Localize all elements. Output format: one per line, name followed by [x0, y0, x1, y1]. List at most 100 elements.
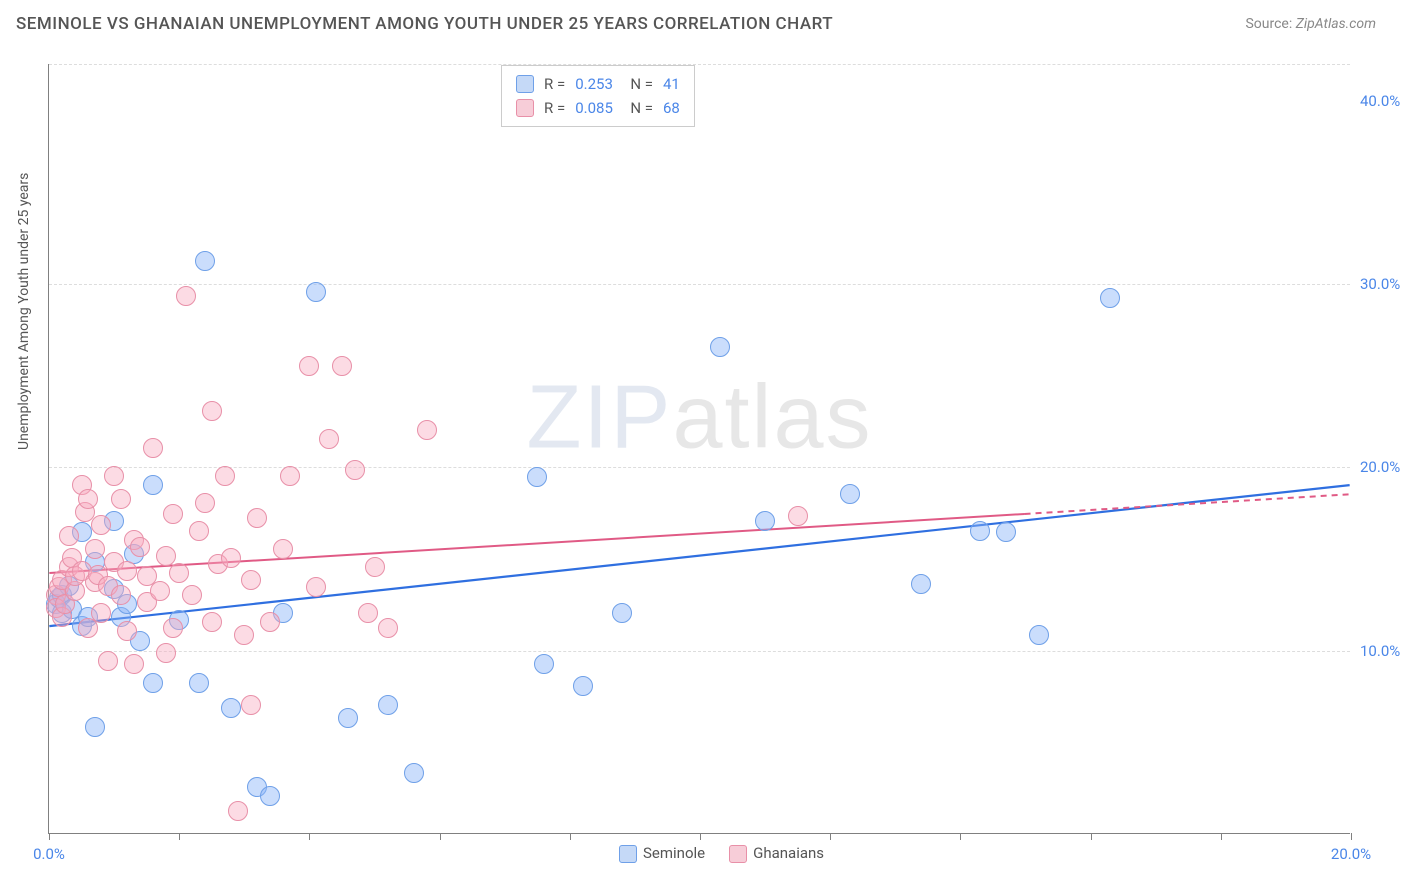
data-point [573, 676, 593, 696]
stat-n: 41 [663, 72, 680, 96]
data-point [85, 539, 105, 559]
data-point [111, 585, 131, 605]
data-point [840, 484, 860, 504]
data-point [228, 801, 248, 821]
watermark: ZIPatlas [526, 366, 872, 469]
x-tick-label: 0.0% [33, 845, 65, 863]
x-tick [1221, 833, 1222, 840]
data-point [319, 429, 339, 449]
data-point [221, 548, 241, 568]
x-tick-label: 20.0% [1331, 845, 1371, 863]
data-point [98, 651, 118, 671]
x-tick [440, 833, 441, 840]
stat-label: R = [544, 72, 565, 96]
data-point [378, 618, 398, 638]
plot-area: ZIPatlas 10.0%20.0%30.0%40.0%0.0%20.0%R … [48, 64, 1350, 834]
data-point [78, 489, 98, 509]
data-point [378, 695, 398, 715]
trend-lines [49, 64, 1350, 833]
data-point [338, 708, 358, 728]
data-point [163, 618, 183, 638]
data-point [234, 625, 254, 645]
x-tick [309, 833, 310, 840]
x-tick [1091, 833, 1092, 840]
data-point [91, 515, 111, 535]
data-point [306, 577, 326, 597]
legend-swatch [729, 845, 747, 863]
data-point [182, 585, 202, 605]
data-point [260, 612, 280, 632]
data-point [710, 337, 730, 357]
data-point [169, 563, 189, 583]
stat-r: 0.085 [575, 96, 613, 120]
data-point [189, 673, 209, 693]
stat-n: 68 [663, 96, 680, 120]
data-point [117, 561, 137, 581]
data-point [104, 466, 124, 486]
y-tick-label: 20.0% [1360, 458, 1406, 476]
data-point [189, 521, 209, 541]
data-point [365, 557, 385, 577]
watermark-b: atlas [672, 367, 872, 467]
data-point [534, 654, 554, 674]
source: Source: ZipAtlas.com [1245, 16, 1376, 32]
stat-label: R = [544, 96, 565, 120]
data-point [143, 673, 163, 693]
x-tick [700, 833, 701, 840]
data-point [404, 763, 424, 783]
x-tick [570, 833, 571, 840]
legend-swatch [516, 99, 534, 117]
data-point [527, 467, 547, 487]
x-tick [1351, 833, 1352, 840]
data-point [332, 356, 352, 376]
legend-label: Ghanaians [753, 844, 824, 862]
stat-r: 0.253 [575, 72, 613, 96]
data-point [788, 506, 808, 526]
watermark-a: ZIP [526, 367, 672, 467]
data-point [150, 581, 170, 601]
data-point [280, 466, 300, 486]
data-point [306, 282, 326, 302]
data-point [130, 537, 150, 557]
x-tick [49, 833, 50, 840]
data-point [195, 493, 215, 513]
data-point [59, 526, 79, 546]
data-point [1100, 288, 1120, 308]
stat-label: N = [623, 72, 653, 96]
data-point [273, 539, 293, 559]
data-point [117, 621, 137, 641]
bottom-legend: Seminole Ghanaians [619, 844, 824, 863]
chart-title: SEMINOLE VS GHANAIAN UNEMPLOYMENT AMONG … [16, 14, 833, 34]
data-point [163, 504, 183, 524]
gridline [49, 651, 1350, 652]
source-link[interactable]: ZipAtlas.com [1296, 16, 1376, 32]
data-point [143, 438, 163, 458]
x-tick [179, 833, 180, 840]
data-point [241, 695, 261, 715]
data-point [111, 489, 131, 509]
stats-row: R =0.085 N =68 [516, 96, 680, 120]
data-point [358, 603, 378, 623]
header: SEMINOLE VS GHANAIAN UNEMPLOYMENT AMONG … [0, 0, 1406, 34]
y-tick-label: 40.0% [1360, 92, 1406, 110]
data-point [755, 511, 775, 531]
stats-legend: R = 0.253 N = 41R = 0.085 N = 68 [501, 65, 695, 127]
data-point [1029, 625, 1049, 645]
data-point [911, 574, 931, 594]
data-point [156, 643, 176, 663]
stats-row: R = 0.253 N = 41 [516, 72, 680, 96]
data-point [215, 466, 235, 486]
data-point [260, 786, 280, 806]
data-point [85, 717, 105, 737]
data-point [612, 603, 632, 623]
y-tick-label: 10.0% [1360, 642, 1406, 660]
gridline [49, 467, 1350, 468]
chart-container: SEMINOLE VS GHANAIAN UNEMPLOYMENT AMONG … [0, 0, 1406, 892]
data-point [176, 286, 196, 306]
gridline [49, 64, 1350, 65]
data-point [417, 420, 437, 440]
legend-swatch [619, 845, 637, 863]
x-tick [830, 833, 831, 840]
x-tick [960, 833, 961, 840]
legend-label: Seminole [643, 844, 705, 862]
